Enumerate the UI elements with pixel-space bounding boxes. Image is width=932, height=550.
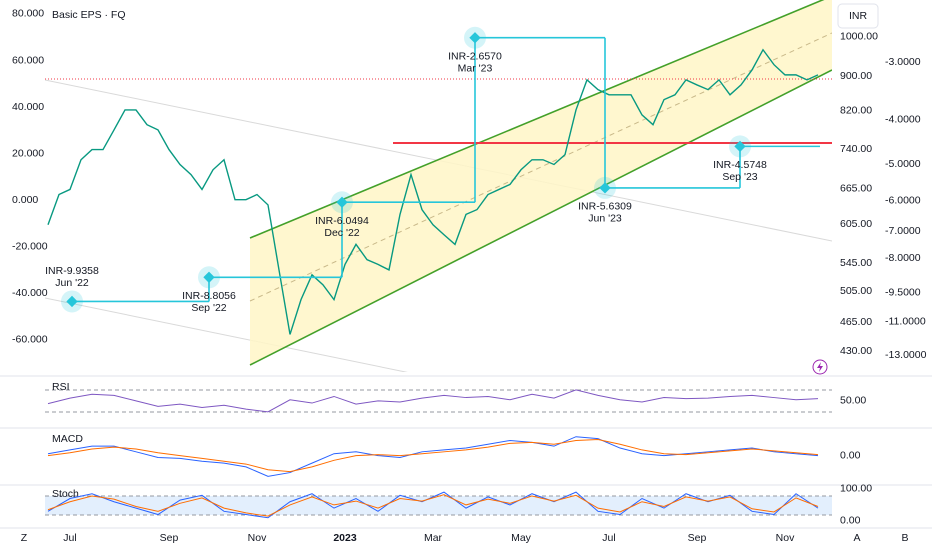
eps-period-label: Sep '23 bbox=[722, 171, 757, 183]
indicator-line bbox=[47, 389, 819, 413]
y-tick-label: 20.000 bbox=[12, 147, 44, 159]
x-tick-label: Nov bbox=[248, 532, 267, 544]
toolbar-label[interactable]: B bbox=[901, 532, 908, 544]
x-tick-label: Mar bbox=[424, 532, 443, 544]
y2-tick-label: 605.00 bbox=[840, 218, 872, 230]
pane-tick-label: 0.00 bbox=[840, 515, 861, 527]
stoch-band bbox=[45, 496, 832, 515]
x-tick-label: May bbox=[511, 532, 532, 544]
currency-label: INR bbox=[849, 10, 868, 22]
y-tick-label: 0.000 bbox=[12, 194, 38, 206]
currency-box[interactable] bbox=[837, 3, 879, 29]
x-tick-label: Sep bbox=[160, 532, 179, 544]
y2-tick-label: 430.00 bbox=[840, 345, 872, 357]
eps-marker bbox=[734, 140, 746, 153]
pane-title: Stoch bbox=[52, 488, 79, 500]
trend-line bbox=[45, 297, 408, 372]
y2-tick-label: 900.00 bbox=[840, 70, 872, 82]
y3-tick-label: -9.5000 bbox=[885, 286, 921, 298]
y3-tick-label: -4.0000 bbox=[885, 113, 921, 125]
channel-median bbox=[249, 32, 832, 302]
channel-lower bbox=[249, 69, 832, 366]
y2-tick-label: 465.00 bbox=[840, 316, 872, 328]
y-tick-label: 40.000 bbox=[12, 101, 44, 113]
pane-tick-label: 0.00 bbox=[840, 449, 861, 461]
y2-tick-label: 740.00 bbox=[840, 143, 872, 155]
indicator-line bbox=[47, 439, 819, 473]
y-tick-label: -60.000 bbox=[12, 334, 48, 346]
y2-tick-label: 665.00 bbox=[840, 183, 872, 195]
y-tick-label: 80.000 bbox=[12, 8, 44, 20]
eps-marker bbox=[203, 271, 215, 283]
y-tick-label: -40.000 bbox=[12, 287, 48, 299]
x-tick-label: Sep bbox=[688, 532, 707, 544]
eps-value-label: INR-4.5748 bbox=[713, 159, 767, 171]
pane-tick-label: 100.00 bbox=[840, 483, 872, 495]
pane-title: MACD bbox=[52, 433, 83, 445]
y3-tick-label: -13.0000 bbox=[885, 349, 927, 361]
alert-bolt bbox=[817, 362, 823, 372]
x-tick-label: Jul bbox=[63, 532, 76, 544]
eps-period-label: Dec '22 bbox=[324, 227, 359, 239]
channel-fill bbox=[250, 0, 832, 365]
eps-period-label: Jun '23 bbox=[588, 213, 622, 225]
toolbar-label[interactable]: A bbox=[853, 532, 860, 544]
y2-tick-label: 505.00 bbox=[840, 285, 872, 297]
y-tick-label: 60.000 bbox=[12, 54, 44, 66]
pane-tick-label: 50.00 bbox=[840, 395, 866, 407]
eps-value-label: INR-5.6309 bbox=[578, 201, 632, 213]
eps-marker bbox=[336, 196, 348, 208]
y3-tick-label: -5.0000 bbox=[885, 158, 921, 170]
eps-marker bbox=[599, 182, 611, 194]
x-tick-label: Nov bbox=[776, 532, 795, 544]
price-layer bbox=[47, 48, 819, 335]
y3-tick-label: -8.0000 bbox=[885, 252, 921, 264]
y2-tick-label: 820.00 bbox=[840, 105, 872, 117]
y2-tick-label: 545.00 bbox=[840, 257, 872, 269]
pane-title: RSI bbox=[52, 381, 70, 393]
eps-period-label: Mar '23 bbox=[458, 63, 493, 75]
eps-value-label: INR-2.6570 bbox=[448, 51, 502, 63]
chart-title: Basic EPS · FQ bbox=[52, 9, 126, 21]
eps-marker bbox=[469, 32, 481, 44]
toolbar-label[interactable]: Z bbox=[21, 532, 28, 544]
eps-value-label: INR-8.8056 bbox=[182, 290, 236, 302]
y-tick-label: -20.000 bbox=[12, 240, 48, 252]
eps-value-label: INR-9.9358 bbox=[45, 265, 99, 277]
y3-tick-label: -11.0000 bbox=[885, 316, 926, 328]
channel-upper bbox=[249, 0, 825, 239]
y3-tick-label: -3.0000 bbox=[885, 56, 921, 68]
eps-period-label: Sep '22 bbox=[191, 302, 226, 314]
y3-tick-label: -6.0000 bbox=[885, 194, 921, 206]
y2-tick-label: 1000.00 bbox=[840, 31, 878, 43]
x-tick-label: 2023 bbox=[333, 532, 357, 544]
eps-period-label: Jun '22 bbox=[55, 277, 89, 289]
drawings bbox=[45, 0, 832, 372]
eps-value-label: INR-6.0494 bbox=[315, 215, 369, 227]
price-line bbox=[47, 48, 819, 335]
indicator-line bbox=[47, 494, 819, 517]
x-tick-label: Jul bbox=[602, 532, 615, 544]
indicator-line bbox=[47, 491, 819, 519]
indicator-line bbox=[47, 436, 819, 477]
y3-tick-label: -7.0000 bbox=[885, 225, 921, 237]
